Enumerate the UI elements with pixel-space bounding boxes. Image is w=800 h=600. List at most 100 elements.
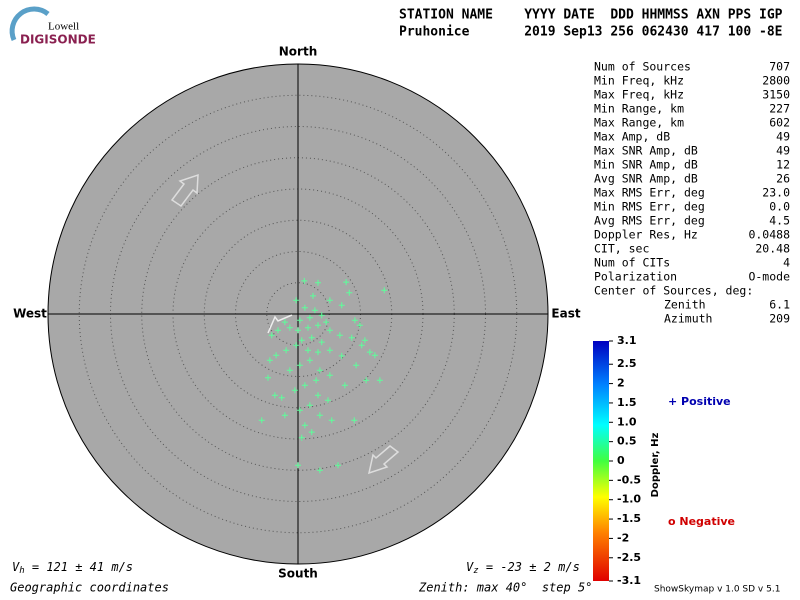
colorbar-tick-label: 2.5 <box>617 357 637 370</box>
stat-label: Max RMS Err, deg <box>594 186 705 200</box>
colorbar-tick-label: -0.5 <box>617 473 641 486</box>
source-point <box>306 402 313 409</box>
source-point <box>343 279 350 286</box>
colorbar-tick-label: -2.5 <box>617 551 641 564</box>
source-point <box>305 347 311 354</box>
stat-label: Min RMS Err, deg <box>594 200 705 214</box>
colorbar-tick-label: -2 <box>617 531 629 544</box>
colorbar-tick-label: 2 <box>617 377 625 390</box>
colorbar-tick-label: -1.5 <box>617 512 641 525</box>
source-point <box>296 317 303 324</box>
source-point <box>371 352 378 359</box>
vh-symbol: V <box>12 560 20 574</box>
center-arrow <box>267 314 293 334</box>
header-values: Pruhonice 2019 Sep13 256 062430 417 100 … <box>399 25 783 40</box>
stat-label: Max SNR Amp, dB <box>594 144 698 158</box>
source-point <box>265 374 271 381</box>
colorbar-tick-label: -1.0 <box>617 493 641 506</box>
source-point <box>323 319 330 326</box>
source-point <box>315 349 321 356</box>
stat-label: Max Freq, kHz <box>594 88 684 102</box>
source-point <box>286 324 293 331</box>
logo: Lowell DIGISONDE <box>9 6 96 47</box>
source-point <box>268 332 275 339</box>
source-point <box>318 312 325 319</box>
source-point <box>315 392 321 399</box>
stat-value: 26 <box>776 172 790 186</box>
source-point <box>326 327 333 334</box>
stat-value: 0.0488 <box>748 228 790 242</box>
source-point <box>336 332 343 339</box>
source-point <box>298 337 305 344</box>
legend-negative: o Negative <box>668 515 735 528</box>
source-point <box>301 422 308 429</box>
source-point <box>315 279 321 286</box>
source-point <box>281 319 288 326</box>
source-point <box>286 367 293 374</box>
stat-label: CIT, sec <box>594 242 649 256</box>
stat-value: 0.0 <box>769 200 790 214</box>
colorbar-tick-label: 0 <box>617 454 625 467</box>
source-point <box>308 429 315 436</box>
stat-label: Avg SNR Amp, dB <box>594 172 698 186</box>
stat-label: Num of Sources <box>594 60 691 74</box>
source-point <box>341 382 348 389</box>
compass-west: West <box>13 307 47 321</box>
stat-label: Polarization <box>594 270 677 284</box>
stat-label: Doppler Res, Hz <box>594 228 698 242</box>
source-point <box>351 317 358 324</box>
logo-bottom: DIGISONDE <box>20 33 96 47</box>
center-value: 6.1 <box>769 298 790 312</box>
source-point <box>296 362 303 369</box>
source-point <box>306 357 313 364</box>
stat-value: 49 <box>776 144 790 158</box>
stat-value: 12 <box>776 158 790 172</box>
colorbar-tick-label: 1.5 <box>617 396 637 409</box>
compass-east: East <box>551 307 580 321</box>
coords: Geographic coordinates <box>10 581 169 595</box>
source-point <box>316 467 323 474</box>
colorbar-label: Doppler, Hz <box>650 433 661 498</box>
source-point <box>313 377 320 384</box>
stat-label: Avg RMS Err, deg <box>594 214 705 228</box>
source-point <box>296 407 303 414</box>
source-point <box>275 327 281 334</box>
source-point <box>301 382 308 389</box>
source-point <box>338 302 345 309</box>
source-point <box>298 434 305 441</box>
source-point <box>318 339 325 346</box>
source-point <box>291 387 298 394</box>
source-point <box>273 352 280 359</box>
vz-text: = -23 ± 2 m/s <box>479 560 580 574</box>
stat-value: 3150 <box>762 88 790 102</box>
drift-arrow <box>170 173 199 208</box>
version: ShowSkymap v 1.0 SD v 5.1 <box>654 585 780 595</box>
drift-arrow <box>367 445 400 475</box>
stat-label: Min Range, km <box>594 102 684 116</box>
compass-north: North <box>279 45 317 59</box>
source-point <box>266 357 273 364</box>
source-point <box>315 322 321 329</box>
source-point <box>353 362 360 369</box>
vz-label: Vz = -23 ± 2 m/s <box>466 560 580 576</box>
stat-value: 4 <box>783 256 790 270</box>
header-columns: STATION NAME YYYY DATE DDD HHMMSS AXN PP… <box>399 8 783 23</box>
stat-label: Max Amp, dB <box>594 130 670 144</box>
vz-symbol: V <box>466 560 474 574</box>
center-label: Azimuth <box>664 312 712 326</box>
colorbar <box>593 341 609 581</box>
source-point <box>293 342 300 349</box>
source-point <box>293 297 300 304</box>
logo-arc <box>9 6 50 42</box>
source-point <box>326 297 333 304</box>
stat-value: 4.5 <box>769 214 790 228</box>
source-point <box>316 412 323 419</box>
vz-sub: z <box>473 566 478 576</box>
source-point <box>381 287 388 294</box>
source-point <box>271 392 278 399</box>
center-value: 209 <box>769 312 790 326</box>
vh-sub: h <box>19 566 24 576</box>
source-point <box>306 314 313 321</box>
stat-value: 602 <box>769 116 790 130</box>
